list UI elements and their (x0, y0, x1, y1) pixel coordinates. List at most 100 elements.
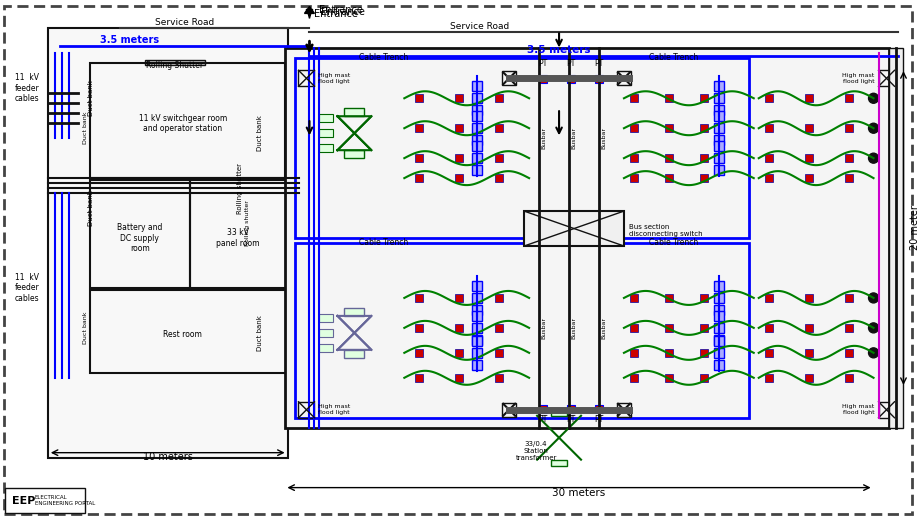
Bar (844, 94, 852, 102)
Bar (344, 108, 364, 116)
Text: High mast
flood light: High mast flood light (842, 405, 874, 415)
Bar (90, 290, 286, 373)
Bar (344, 308, 364, 316)
Text: Cable Trench: Cable Trench (648, 238, 698, 247)
Text: Entrance: Entrance (314, 9, 358, 19)
Bar (494, 94, 503, 102)
Text: PT: PT (538, 60, 547, 68)
Bar (455, 94, 463, 102)
Circle shape (868, 93, 878, 103)
Bar (595, 75, 602, 83)
Text: Busbar: Busbar (600, 127, 606, 149)
Bar (455, 324, 463, 332)
Text: 33 kV
panel room: 33 kV panel room (216, 228, 259, 248)
Text: Service Road: Service Road (155, 19, 214, 27)
Bar (878, 70, 893, 87)
Bar (804, 154, 811, 162)
Bar (471, 348, 482, 358)
Bar (414, 174, 423, 182)
Bar (630, 94, 637, 102)
Bar (713, 165, 723, 175)
Bar (471, 153, 482, 163)
Bar (455, 374, 463, 382)
Bar (713, 153, 723, 163)
Bar (844, 154, 852, 162)
Bar (804, 324, 811, 332)
Bar (804, 374, 811, 382)
Bar (804, 349, 811, 357)
Bar (455, 154, 463, 162)
Bar (630, 154, 637, 162)
Bar (319, 344, 333, 352)
Bar (699, 324, 707, 332)
Text: Busbar: Busbar (571, 127, 575, 149)
Bar (878, 402, 893, 418)
Bar (699, 124, 707, 132)
Text: Entrance: Entrance (319, 5, 363, 16)
Bar (414, 294, 423, 302)
Bar (566, 75, 574, 83)
Text: Cable Trench: Cable Trench (648, 53, 698, 62)
Circle shape (868, 323, 878, 333)
Bar (566, 405, 574, 413)
Text: PT: PT (594, 60, 603, 68)
Bar (664, 174, 672, 182)
Bar (764, 94, 772, 102)
Bar (713, 135, 723, 145)
Bar (844, 349, 852, 357)
Bar (471, 93, 482, 103)
Text: Busbar: Busbar (540, 317, 546, 339)
Bar (502, 71, 516, 85)
Text: Service Road: Service Road (449, 22, 508, 32)
Bar (471, 281, 482, 291)
Bar (713, 105, 723, 115)
Bar (414, 324, 423, 332)
Bar (414, 124, 423, 132)
Bar (630, 174, 637, 182)
Bar (630, 294, 637, 302)
Circle shape (868, 123, 878, 133)
Bar (764, 349, 772, 357)
Bar (764, 154, 772, 162)
Bar (699, 174, 707, 182)
Bar (764, 294, 772, 302)
Bar (713, 348, 723, 358)
Text: EEP: EEP (12, 496, 35, 506)
Bar (664, 124, 672, 132)
Bar (713, 323, 723, 333)
Bar (471, 360, 482, 370)
Bar (319, 114, 333, 122)
Circle shape (868, 293, 878, 303)
Bar (471, 335, 482, 345)
Bar (471, 135, 482, 145)
Text: 11  kV
feeder
cables: 11 kV feeder cables (15, 74, 40, 103)
Bar (502, 403, 516, 417)
Bar (494, 374, 503, 382)
Bar (455, 349, 463, 357)
Text: PT: PT (566, 415, 575, 424)
Bar (595, 405, 602, 413)
Bar (5, 487, 85, 513)
Bar (471, 311, 482, 321)
Bar (664, 94, 672, 102)
Bar (844, 124, 852, 132)
Bar (298, 70, 314, 87)
Text: 10 meters: 10 meters (142, 452, 192, 462)
Text: ENGINEERING PORTAL: ENGINEERING PORTAL (35, 501, 95, 506)
Bar (144, 60, 204, 65)
Text: 3.5 meters: 3.5 meters (527, 46, 590, 55)
Bar (494, 124, 503, 132)
Bar (414, 94, 423, 102)
Bar (804, 294, 811, 302)
Bar (713, 93, 723, 103)
Bar (844, 174, 852, 182)
Bar (319, 329, 333, 337)
Text: Duct bank: Duct bank (87, 80, 94, 116)
Bar (844, 294, 852, 302)
Text: High mast
flood light: High mast flood light (318, 73, 350, 84)
Bar (699, 374, 707, 382)
Bar (471, 165, 482, 175)
Bar (494, 154, 503, 162)
Text: 11  kV
feeder
cables: 11 kV feeder cables (15, 273, 40, 303)
Bar (455, 174, 463, 182)
